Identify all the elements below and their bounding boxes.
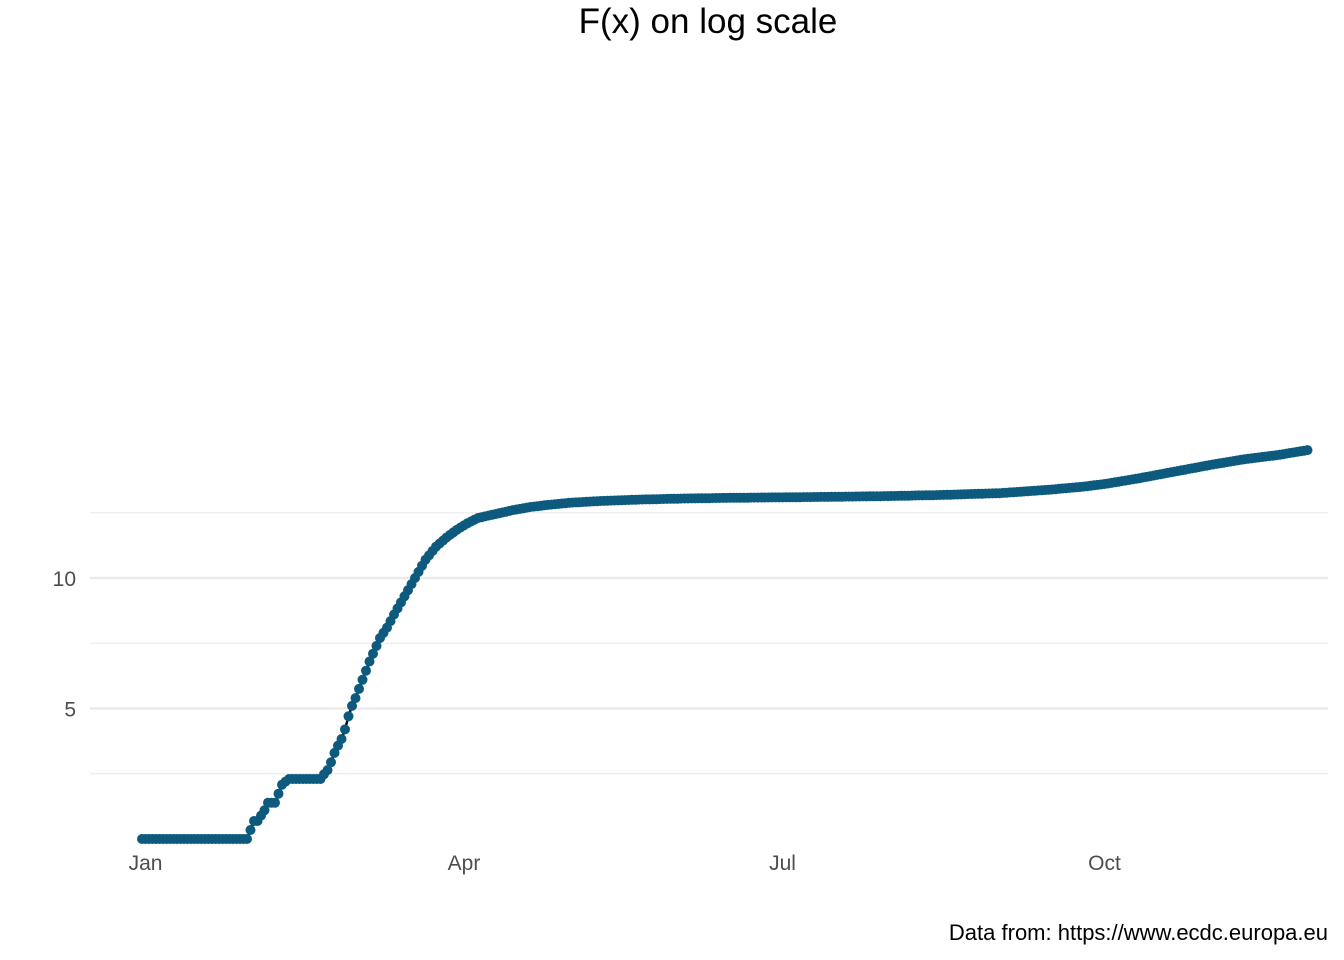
x-tick-label: Apr (448, 852, 481, 875)
y-tick-label: 5 (64, 699, 76, 722)
data-point (368, 648, 378, 659)
x-tick-label: Oct (1088, 852, 1121, 875)
data-point (1302, 445, 1313, 456)
data-point (347, 700, 357, 711)
data-point (245, 825, 256, 835)
chart-title: F(x) on log scale (578, 2, 838, 41)
data-point (322, 765, 333, 776)
x-tick-label: Jul (769, 852, 796, 875)
y-axis-ticks: 5 10 (53, 568, 76, 722)
data-point (336, 734, 347, 744)
data-point (242, 834, 252, 844)
data-point (343, 711, 354, 722)
x-axis-ticks: Jan Apr Jul Oct (129, 852, 1121, 875)
data-point (326, 757, 336, 768)
y-tick-label: 10 (53, 568, 76, 591)
data-point (371, 640, 382, 651)
data-point (259, 805, 270, 816)
data-point (357, 674, 368, 685)
data-point (364, 656, 375, 667)
data-point (361, 665, 371, 676)
data-point (350, 693, 361, 704)
data-point (354, 683, 364, 694)
source-caption: Data from: https://www.ecdc.europa.eu (948, 920, 1328, 945)
data-point (273, 788, 284, 799)
series-points (137, 445, 1313, 844)
x-tick-label: Jan (129, 852, 163, 875)
data-point (340, 724, 350, 735)
grid-lines (90, 512, 1328, 775)
data-point (270, 797, 280, 808)
